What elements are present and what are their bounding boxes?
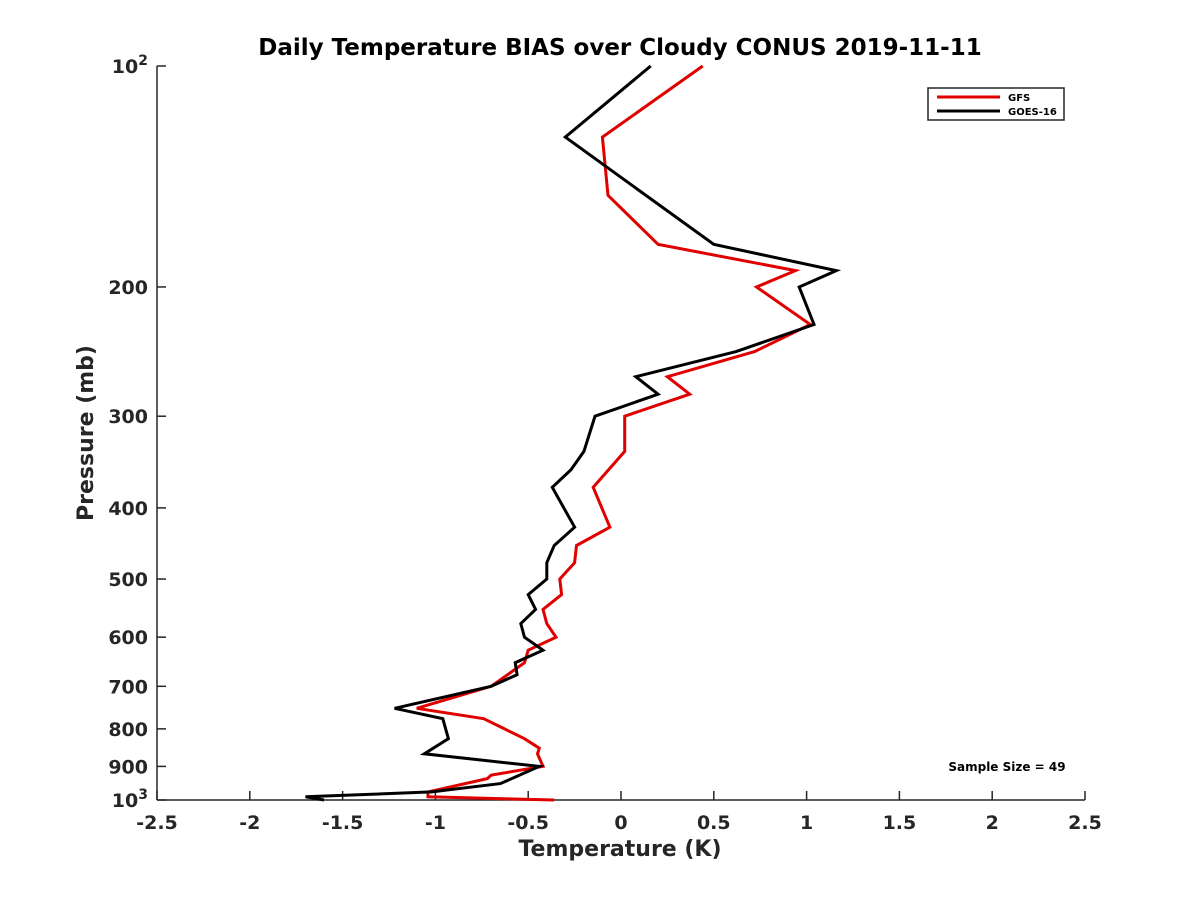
series-line-goes-16 <box>305 64 842 802</box>
x-tick-label: -1 <box>425 812 446 834</box>
sample-size-annotation: Sample Size = 49 <box>948 760 1065 774</box>
legend-box <box>927 87 1065 121</box>
legend-label: GOES-16 <box>1008 107 1057 118</box>
x-tick-label: -2.5 <box>136 812 178 834</box>
x-tick-label: 2.5 <box>1068 812 1102 834</box>
y-tick-label: 700 <box>108 676 148 698</box>
x-tick-label: -1.5 <box>322 812 364 834</box>
y-tick-label: 800 <box>108 719 148 741</box>
x-tick-label: 1 <box>800 812 813 834</box>
chart-title: Daily Temperature BIAS over Cloudy CONUS… <box>258 35 981 61</box>
x-tick-label: -2 <box>239 812 260 834</box>
x-axis-title: Temperature (K) <box>518 837 721 862</box>
y-axis-title: Pressure (mb) <box>74 345 99 521</box>
x-tick-label: -0.5 <box>507 812 549 834</box>
x-tick-label: 2 <box>986 812 999 834</box>
legend: GFS GOES-16 <box>927 87 1065 121</box>
axes: -2.5 -2 -1.5 -1 -0.5 0 0.5 1 1.5 2 2.5 102 200 300 400… <box>108 53 1102 834</box>
series-line-gfs <box>416 64 814 802</box>
x-tick-label: 1.5 <box>883 812 917 834</box>
series-lines <box>305 64 842 802</box>
y-tick-label: 103 <box>112 787 148 812</box>
y-tick-label: 200 <box>108 277 148 299</box>
y-tick-label: 600 <box>108 627 148 649</box>
x-tick-label: 0.5 <box>697 812 731 834</box>
y-tick-label: 500 <box>108 569 148 591</box>
legend-label: GFS <box>1008 93 1030 104</box>
y-tick-label: 400 <box>108 498 148 520</box>
y-tick-label: 900 <box>108 756 148 778</box>
y-tick-label: 102 <box>112 53 148 78</box>
y-tick-label: 300 <box>108 406 148 428</box>
x-tick-label: 0 <box>614 812 627 834</box>
